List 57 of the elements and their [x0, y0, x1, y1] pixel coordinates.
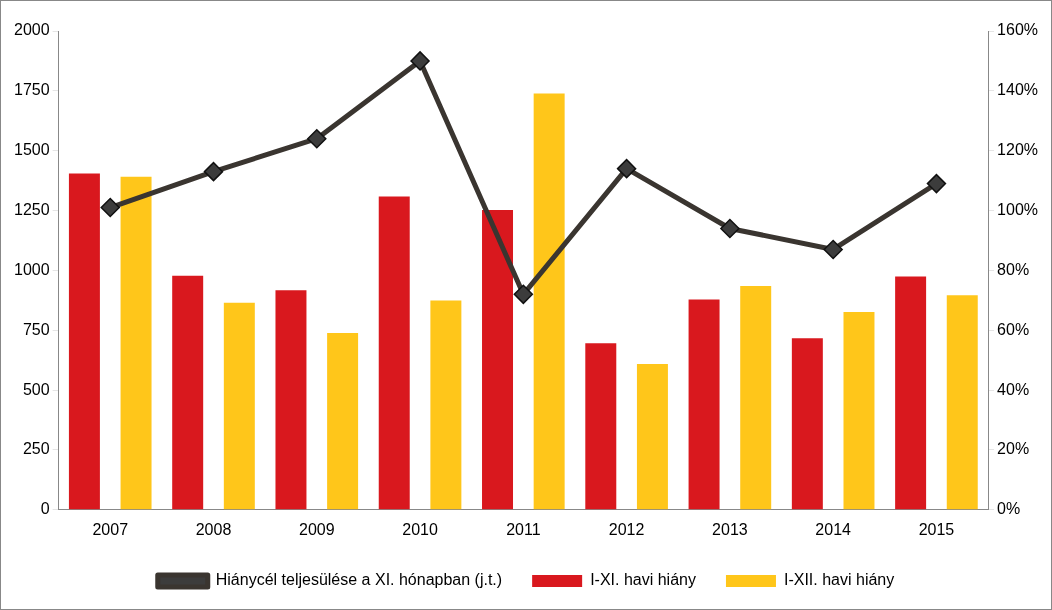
- y2-tick-label: 0%: [997, 500, 1021, 518]
- y-tick-label: 500: [22, 380, 50, 398]
- y2-tick-label: 140%: [997, 81, 1038, 99]
- bar: [843, 312, 875, 510]
- x-tick-label: 2013: [712, 520, 748, 538]
- point: [203, 161, 224, 182]
- point: [307, 128, 327, 149]
- legend-label: Hiánycél teljesülése a XI. hónapban (j.t.): [215, 571, 503, 589]
- x-tick-label: 2015: [918, 520, 955, 538]
- bar: [482, 210, 514, 510]
- legend-label: I-XI. havi hiány: [590, 571, 696, 589]
- point: [616, 158, 637, 179]
- point: [513, 284, 534, 305]
- point: [100, 197, 120, 218]
- bar: [378, 196, 410, 510]
- y-tick-label: 250: [22, 440, 50, 458]
- bar: [895, 276, 927, 510]
- point: [410, 51, 430, 71]
- y2-tick-label: 100%: [997, 200, 1038, 218]
- x-tick-label: 2009: [298, 520, 335, 538]
- y2-tick-label: 20%: [997, 440, 1030, 458]
- bar: [946, 295, 978, 510]
- x-tick-label: 2011: [506, 520, 541, 538]
- x-tick-label: 2012: [608, 520, 645, 538]
- bar: [327, 332, 359, 510]
- bar: [68, 173, 100, 510]
- point: [926, 173, 947, 194]
- y2-tick-label: 40%: [997, 380, 1030, 398]
- y2-tick-label: 60%: [997, 320, 1030, 338]
- y-tick-label: 1750: [14, 81, 50, 99]
- y-tick-label: 2000: [14, 21, 50, 39]
- legend-label: I-XII. havi hiány: [783, 571, 895, 589]
- y-tick-label: 0: [40, 500, 50, 518]
- bar: [585, 343, 617, 510]
- x-tick-label: 2014: [815, 520, 852, 538]
- bar: [172, 275, 204, 510]
- y-tick-label: 1000: [14, 260, 50, 278]
- bar: [791, 338, 823, 510]
- bar: [533, 93, 565, 510]
- point: [823, 239, 843, 260]
- y2-tick-label: 80%: [997, 260, 1030, 278]
- bar: [740, 285, 772, 510]
- bar: [636, 364, 668, 510]
- bar: [275, 290, 307, 510]
- x-tick-label: 2010: [402, 520, 438, 538]
- y2-tick-label: 160%: [997, 21, 1038, 39]
- y-tick-label: 1500: [14, 141, 50, 159]
- x-tick-label: 2007: [92, 520, 129, 538]
- bar: [120, 176, 152, 510]
- bar: [688, 299, 720, 510]
- y2-tick-label: 120%: [997, 141, 1038, 159]
- bar: [223, 302, 255, 510]
- y-tick-label: 1250: [14, 200, 50, 218]
- y-tick-label: 750: [22, 320, 50, 338]
- point: [720, 218, 740, 239]
- bar: [430, 300, 462, 510]
- x-tick-label: 2008: [195, 520, 232, 538]
